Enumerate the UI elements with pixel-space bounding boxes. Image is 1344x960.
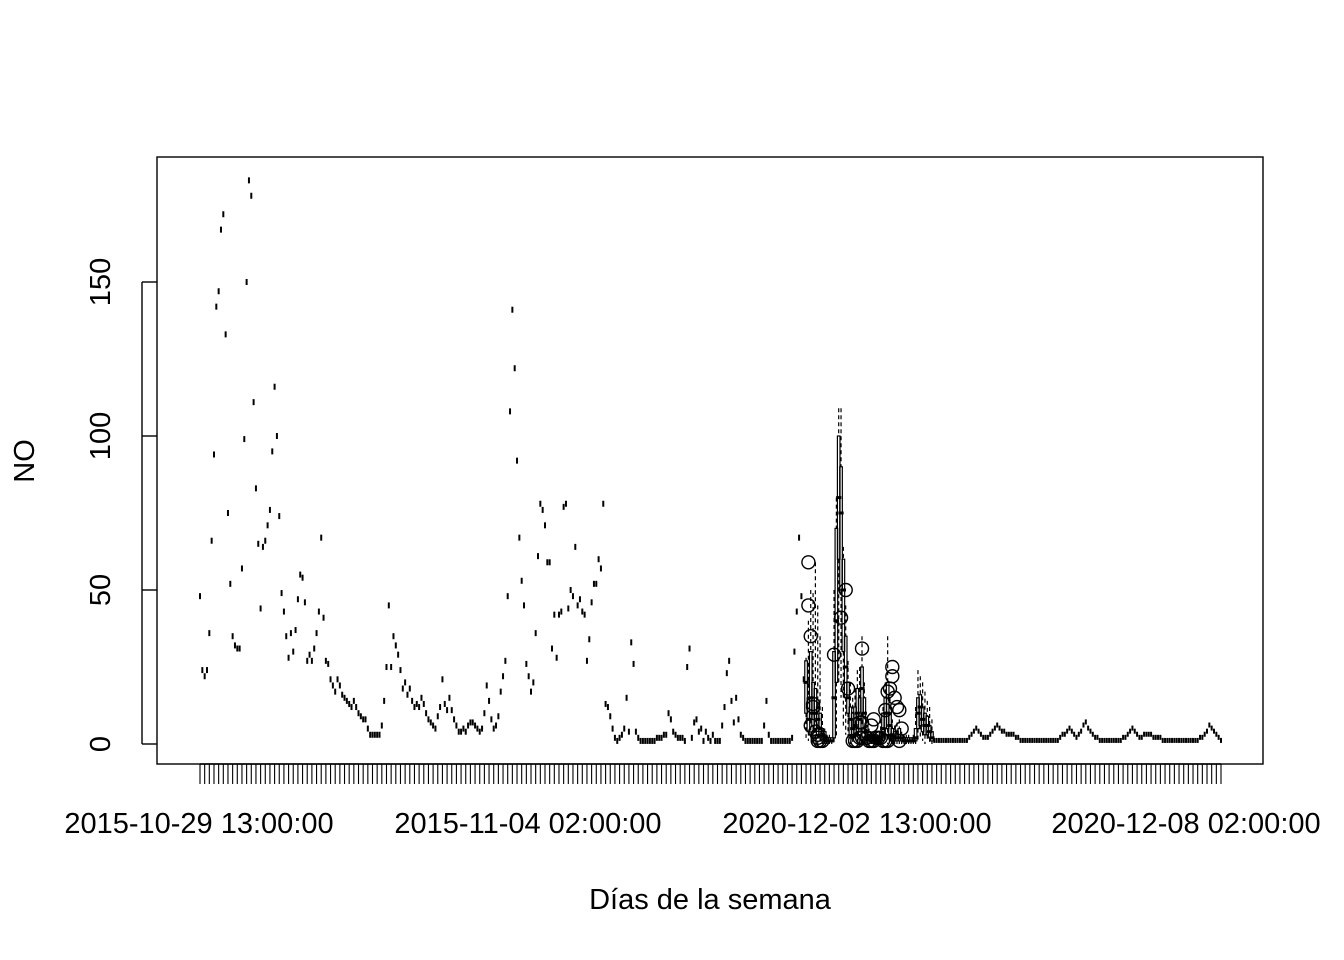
- outlier-point: [833, 610, 849, 625]
- outlier-point: [840, 681, 856, 696]
- y-tick-label: 150: [85, 258, 117, 306]
- outlier-point: [894, 721, 909, 736]
- x-axis-label: Días de la semana: [589, 884, 832, 916]
- outlier-point: [808, 724, 823, 739]
- outlier-point: [803, 629, 818, 644]
- chart-marks: [199, 177, 1222, 749]
- x-axis: 2015-10-29 13:00:00 2015-11-04 02:00:00 20…: [64, 763, 1321, 840]
- outlier-point: [854, 641, 870, 656]
- outlier-point: [801, 598, 816, 613]
- outlier-point: [838, 582, 853, 598]
- outlier-point: [866, 712, 881, 727]
- outlier-point: [885, 669, 900, 684]
- outlier-point: [887, 690, 902, 705]
- series-2020: [801, 408, 935, 749]
- outlier-point: [880, 733, 895, 749]
- box: [834, 527, 839, 684]
- outlier-point: [859, 730, 874, 746]
- y-tick-label: 0: [85, 736, 117, 752]
- outlier-point: [892, 702, 907, 718]
- series-2015: [199, 177, 805, 744]
- outlier-point: [864, 718, 879, 733]
- x-tick-label: 2020-12-08 02:00:00: [1051, 808, 1320, 840]
- outlier-point: [889, 699, 905, 715]
- y-axis: 0 50 100 150: [85, 258, 157, 752]
- box: [913, 727, 918, 742]
- y-tick-label: 100: [85, 412, 117, 460]
- outlier-point: [850, 733, 865, 749]
- outlier-point: [801, 555, 816, 570]
- outlier-point: [873, 730, 888, 746]
- box: [832, 650, 836, 739]
- x-tick-label: 2020-12-02 13:00:00: [722, 808, 991, 840]
- x-ticks: [199, 764, 1222, 784]
- outlier-point: [805, 699, 821, 715]
- box: [841, 558, 846, 653]
- outlier-point: [826, 647, 842, 662]
- x-tick-label: 2015-10-29 13:00:00: [64, 808, 333, 840]
- outlier-point: [885, 659, 900, 675]
- box: [804, 660, 808, 714]
- outlier-point: [866, 733, 881, 749]
- box: [930, 731, 934, 742]
- outlier-point: [815, 733, 830, 749]
- y-tick-label: 50: [85, 574, 117, 606]
- series-late-2020: [933, 719, 1222, 743]
- y-axis-label: NO: [9, 439, 41, 483]
- plot-frame: [156, 156, 1264, 765]
- x-tick-label: 2015-11-04 02:00:00: [394, 808, 661, 840]
